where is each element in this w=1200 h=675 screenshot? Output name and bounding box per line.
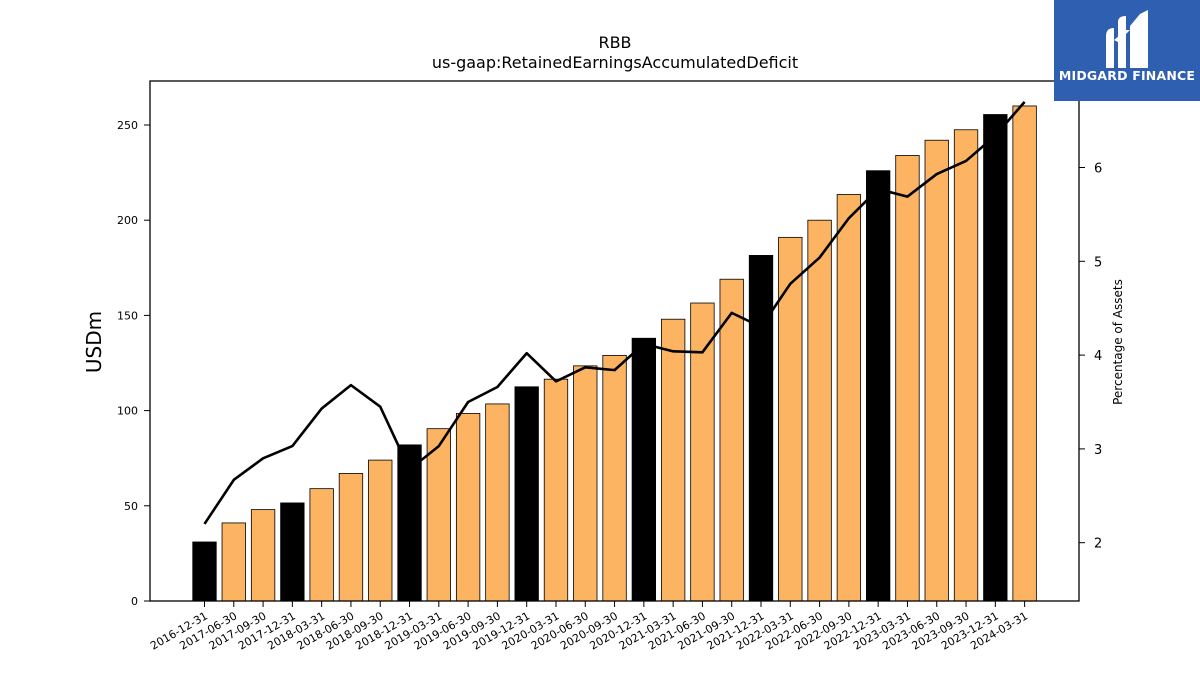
y-axis-label: USDm [82, 311, 106, 373]
bar-2020-12-31 [631, 337, 656, 602]
chart-subtitle: us-gaap:RetainedEarningsAccumulatedDefic… [432, 53, 798, 72]
percentage-of-assets-line [203, 100, 1026, 525]
bar-2016-12-31 [192, 541, 217, 602]
y-tick-label-50: 50 [124, 500, 138, 513]
bar-2023-12-31 [983, 114, 1008, 602]
bar-2023-09-30 [953, 129, 979, 602]
plot-frame [149, 80, 1080, 602]
bar-2020-09-30 [602, 354, 627, 602]
bar-2019-06-30 [455, 413, 481, 602]
bar-2018-06-30 [338, 473, 364, 602]
bar-2022-09-30 [836, 194, 862, 602]
chart-title: RBB [598, 33, 631, 52]
y-tick-label-200: 200 [117, 214, 138, 227]
midgard-finance-logo: MIDGARD FINANCE [1054, 0, 1200, 101]
y2-tick-label-3: 3 [1094, 443, 1102, 458]
bar-2023-06-30 [924, 139, 949, 602]
brand-name: MIDGARD FINANCE [1058, 68, 1196, 83]
bar-2018-09-30 [368, 459, 393, 602]
percentage-line-group [203, 100, 1026, 525]
bar-2020-06-30 [573, 365, 598, 602]
bar-2022-06-30 [807, 219, 832, 602]
bar-2018-03-31 [309, 488, 334, 602]
y2-tick-label-5: 5 [1094, 255, 1102, 270]
bar-2019-03-31 [426, 428, 451, 602]
bar-2024-03-31 [1012, 105, 1037, 602]
bar-2021-06-30 [690, 302, 715, 602]
y2-tick-label-4: 4 [1094, 349, 1102, 364]
midgard-m-logo-icon [1106, 10, 1148, 68]
y-tick-label-100: 100 [117, 405, 138, 418]
bar-2022-12-31 [866, 170, 891, 602]
bar-2017-12-31 [280, 502, 305, 602]
y2-tick-label-2: 2 [1094, 537, 1102, 552]
bar-2023-03-31 [895, 155, 920, 602]
y-tick-label-150: 150 [117, 309, 138, 322]
y-tick-label-0: 0 [131, 595, 138, 608]
bar-2021-12-31 [748, 255, 774, 602]
bar-2020-03-31 [543, 378, 569, 602]
bar-2022-03-31 [778, 236, 803, 602]
y-tick-label-250: 250 [117, 119, 138, 132]
bar-2019-12-31 [514, 386, 539, 602]
bar-2021-03-31 [660, 318, 686, 602]
bar-2019-09-30 [485, 403, 510, 602]
y2-tick-label-6: 6 [1094, 162, 1102, 177]
bar-2017-06-30 [221, 522, 246, 602]
y2-axis-label: Percentage of Assets [1111, 279, 1125, 405]
bar-2017-09-30 [250, 509, 276, 602]
bars-group [192, 105, 1037, 602]
bar-2021-09-30 [719, 278, 744, 602]
